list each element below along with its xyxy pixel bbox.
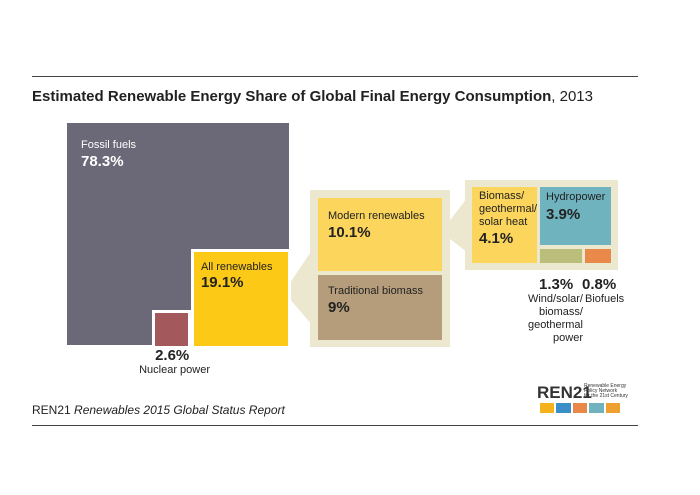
value-label: 9% (328, 298, 350, 316)
label: Traditional biomass (328, 284, 423, 297)
value-label: 78.3% (81, 153, 124, 170)
label: Nuclear power (139, 364, 210, 376)
logo-tagline-line: for the 21st Century (584, 393, 628, 399)
value-label: 0.8% (582, 276, 617, 293)
label: Fossil fuels (81, 139, 137, 151)
logo-icon (556, 403, 571, 413)
bottom-rule (32, 425, 638, 426)
logo-icon (540, 403, 555, 413)
logo-icon (589, 403, 604, 413)
callout-wedge (441, 198, 467, 252)
square (318, 198, 442, 271)
logo-tagline-line: Renewable Energy (584, 383, 627, 389)
value-label: 19.1% (200, 273, 244, 291)
top-rule (32, 76, 638, 77)
square (540, 249, 583, 263)
source-line: REN21 Renewables 2015 Global Status Repo… (32, 403, 285, 417)
value-label: 1.3% (539, 276, 574, 293)
square (540, 187, 611, 245)
callout-wedge (284, 250, 312, 325)
value-label: 3.9% (546, 206, 581, 223)
value-label: 4.1% (479, 230, 514, 247)
source-title: Renewables 2015 Global Status Report (74, 403, 285, 417)
chart-title: Estimated Renewable Energy Share of Glob… (32, 88, 552, 105)
square (585, 249, 611, 263)
label: All renewables (200, 260, 273, 273)
title-suffix: , 2013 (551, 88, 593, 105)
logo-icons (540, 403, 621, 413)
value-label: 2.6% (155, 347, 190, 364)
square (190, 248, 291, 349)
logo-tagline-line: Policy Network (584, 388, 618, 394)
square (472, 187, 537, 263)
value-label: 10.1% (328, 224, 371, 241)
logo-icon (605, 403, 621, 413)
square (318, 274, 442, 340)
label: Hydropower (546, 191, 606, 203)
label: Biofuels (585, 293, 625, 305)
source: REN21 (32, 403, 71, 417)
logo-name: REN21 (537, 383, 592, 402)
logo-icon (572, 403, 588, 413)
square (152, 310, 191, 349)
label: Wind/solar/ biomass/ geothermal power (527, 293, 583, 344)
title-line: Estimated Renewable Energy Share of Glob… (32, 88, 593, 105)
label: Biomass/ geothermal/ solar heat (479, 190, 538, 228)
label: Modern renewables (328, 210, 425, 222)
logo-tagline: Renewable Energy Policy Network for the … (584, 384, 628, 399)
